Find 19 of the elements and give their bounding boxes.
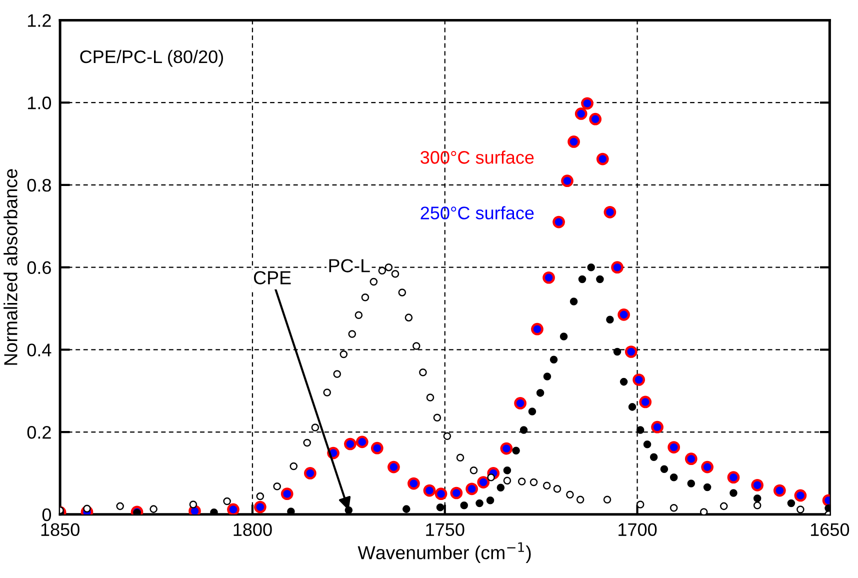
y-tick-label: 1.2 xyxy=(28,14,51,27)
annotation: CPE xyxy=(254,271,291,284)
x-tick-label: 1850 xyxy=(41,523,80,536)
y-axis-title: Normalized absorbance xyxy=(4,169,18,365)
y-tick-label: 0 xyxy=(42,508,52,522)
annotation: CPE/PC-L (80/20) xyxy=(80,50,224,67)
series-label: 250°C surface xyxy=(420,206,534,220)
y-tick-label: 0.8 xyxy=(27,178,51,192)
y-tick-label: 0.2 xyxy=(27,426,51,439)
x-tick-label: 1800 xyxy=(234,523,272,536)
y-tick-label: 0.4 xyxy=(27,344,52,356)
x-tick-label: 1750 xyxy=(426,523,464,536)
x-tick-label: 1700 xyxy=(618,523,657,536)
y-tick-label: 0.6 xyxy=(27,261,51,274)
annotation: PC-L xyxy=(329,259,370,272)
y-tick-label: 1.0 xyxy=(28,96,52,110)
x-tick-label: 1650 xyxy=(810,523,850,536)
x-axis-title: Wavenumber (cm$^{−1}$) xyxy=(358,542,531,563)
series-label: 300°C surface xyxy=(420,150,534,164)
